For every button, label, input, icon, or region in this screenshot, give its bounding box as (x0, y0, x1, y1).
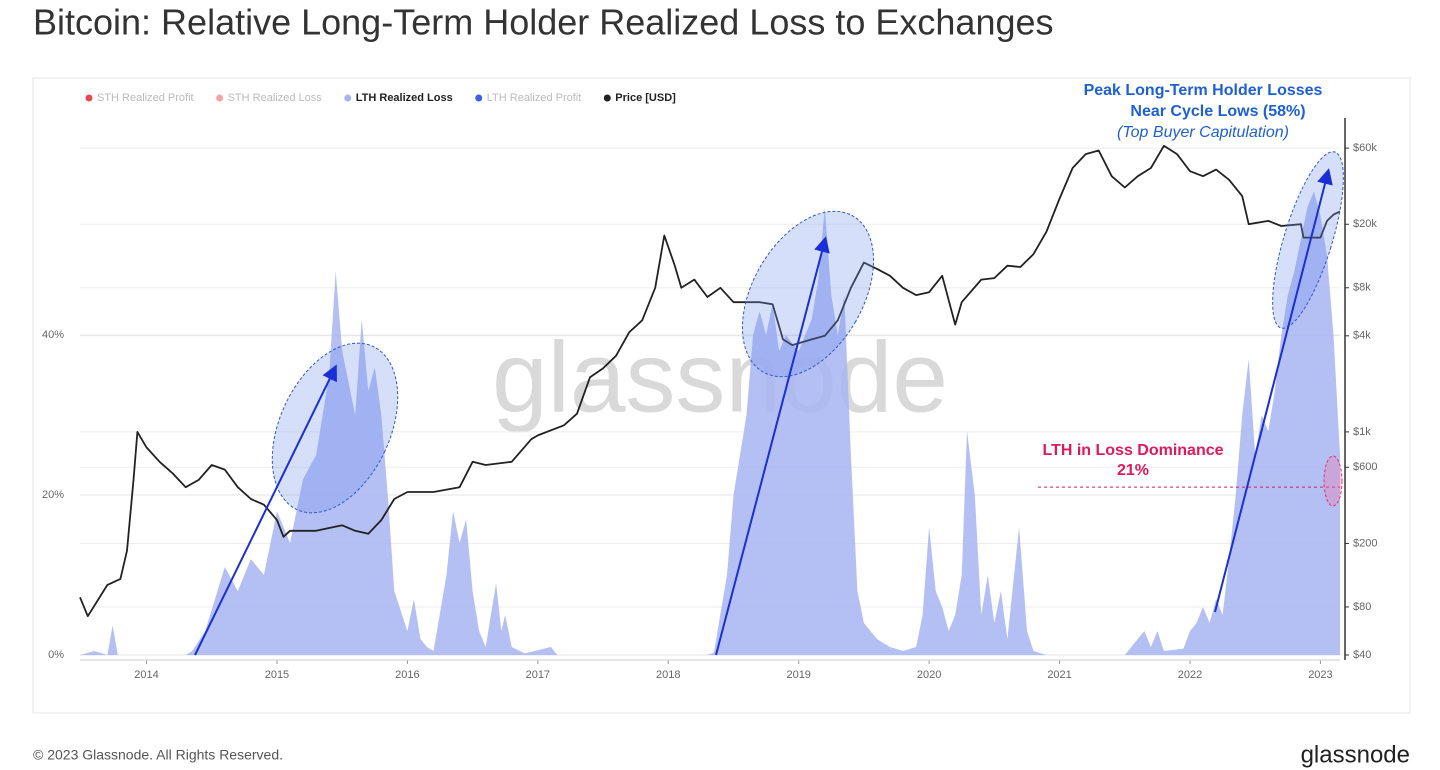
annotation: Near Cycle Lows (58%) (1130, 103, 1305, 120)
watermark: glassnode (492, 321, 948, 433)
logo: glassnode (1301, 741, 1410, 768)
y2-tick-label: $4k (1353, 330, 1371, 342)
x-tick-label: 2020 (917, 669, 941, 681)
y2-tick-label: $600 (1353, 461, 1377, 473)
y2-tick-label: $1k (1353, 426, 1371, 438)
price-line (79, 144, 1341, 618)
x-tick-label: 2023 (1308, 669, 1332, 681)
arrow (1214, 168, 1333, 613)
area (80, 191, 1340, 655)
arrow (194, 364, 337, 656)
x-tick-label: 2017 (526, 669, 550, 681)
y2-tick-label: $20k (1353, 218, 1377, 230)
plot: $40 $80 $200 $600 $1k $4k $8k $20k $60k 0% 20% 40% 2… (42, 92, 1378, 681)
highlight-ellipse (741, 210, 875, 378)
x-tick-label: 2016 (395, 669, 419, 681)
legend-label: LTH Realized Loss (356, 92, 453, 104)
legend-label: STH Realized Loss (228, 92, 323, 104)
x-tick-label: 2015 (265, 669, 289, 681)
y2-tick-label: $80 (1353, 601, 1371, 613)
legend-marker (603, 94, 611, 102)
arrow (715, 236, 830, 656)
highlight-ellipse (271, 342, 399, 514)
highlight-ellipse (1272, 151, 1344, 329)
annotation: (Top Buyer Capitulation) (1117, 124, 1289, 141)
x-tick-label: 2018 (656, 669, 680, 681)
legend-marker (475, 94, 483, 102)
highlight-ellipse (1323, 455, 1343, 507)
legend-label: STH Realized Profit (97, 92, 194, 104)
annotation: Peak Long-Term Holder Losses (1084, 82, 1323, 99)
x-tick-label: 2014 (134, 669, 158, 681)
x-tick-label: 2019 (786, 669, 810, 681)
y2-tick-label: $60k (1353, 142, 1377, 154)
annotation: 21% (1117, 462, 1149, 479)
y2-tick-label: $8k (1353, 282, 1371, 294)
y2-tick-label: $40 (1353, 649, 1371, 661)
x-tick-label: 2021 (1047, 669, 1071, 681)
annotation: LTH in Loss Dominance (1042, 442, 1223, 459)
legend-marker (216, 94, 224, 102)
y-tick-label: 40% (42, 329, 64, 341)
legend-marker (85, 94, 93, 102)
x-tick-label: 2022 (1178, 669, 1202, 681)
legend-label: LTH Realized Profit (487, 92, 582, 104)
decorations: Peak Long-Term Holder Losses Near Cycle … (194, 82, 1344, 656)
y-tick-label: 0% (48, 649, 64, 661)
footer: © 2023 Glassnode. All Rights Reserved. (33, 747, 283, 763)
legend-marker (344, 94, 352, 102)
y-tick-label: 20% (42, 489, 64, 501)
legend-label: Price [USD] (615, 92, 676, 104)
y2-tick-label: $200 (1353, 537, 1377, 549)
title: Bitcoin: Relative Long-Term Holder Reali… (33, 2, 1054, 43)
